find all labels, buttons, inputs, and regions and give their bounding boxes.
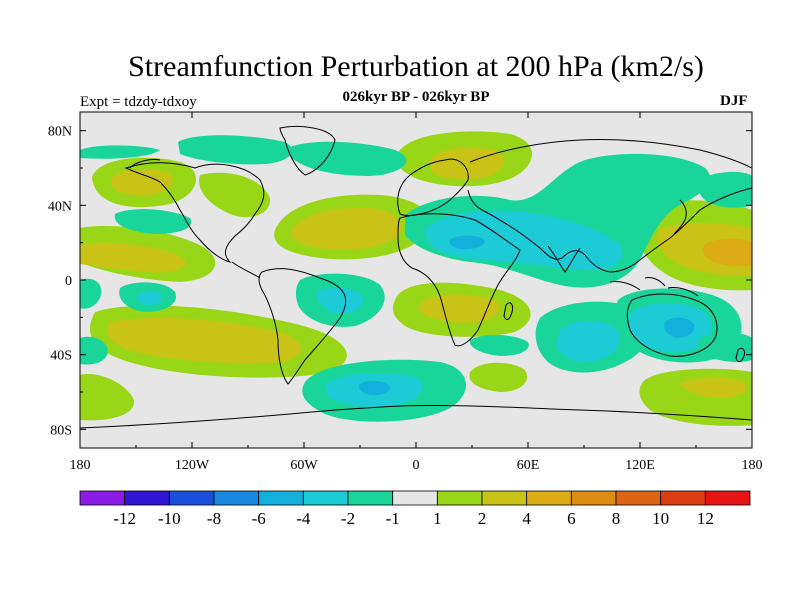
colorbar-tick-label: 12	[697, 509, 714, 528]
colorbar-swatch	[570, 490, 617, 506]
chart-subtitle: 026kyr BP - 026kyr BP	[342, 89, 490, 105]
colorbar-swatch	[526, 490, 572, 506]
contour-fill-siberia-negative	[285, 141, 407, 176]
colorbar-tick-label: 4	[522, 509, 531, 528]
colorbar-swatch	[213, 490, 260, 506]
x-tick-label: 120W	[175, 458, 210, 473]
y-tick-label: 0	[65, 274, 72, 289]
coastline-maritime-continent	[609, 277, 699, 297]
colorbar-tick-label: -12	[113, 509, 136, 528]
colorbar-tick-label: 2	[478, 509, 487, 528]
contour-fill-n-atlantic-positive-core	[291, 207, 402, 250]
coastline-australia	[626, 293, 718, 357]
x-tick-label: 180	[742, 458, 763, 473]
colorbar-swatch	[124, 490, 170, 506]
colorbar-tick-label: 6	[567, 509, 576, 528]
y-axis: 80N 40N 0 40S 80S	[48, 125, 752, 438]
x-tick-label: 0	[413, 458, 420, 473]
colorbar-tick-label: -2	[341, 509, 355, 528]
x-tick-label: 120E	[625, 458, 655, 473]
contour-fill-drake-negative	[469, 334, 529, 356]
colorbar-swatch	[79, 490, 126, 506]
colorbar-tick-label: -8	[207, 509, 221, 528]
y-tick-label: 80N	[48, 125, 72, 140]
experiment-label: Expt = tdzdy-tdxoy	[80, 94, 197, 110]
season-label: DJF	[720, 93, 748, 109]
contour-fill-nw-pacific-positive-core	[702, 238, 752, 267]
coastline-alaska	[129, 159, 161, 169]
coastline-asia	[467, 138, 752, 273]
map-panel	[79, 111, 753, 449]
contour-fill-n-pacific-positive-core	[111, 169, 173, 196]
contour-fill-pacific-east-negative	[697, 171, 752, 208]
contour-fill-scandinavia-positive-core	[430, 147, 505, 180]
contour-fill-s-indian-positive	[469, 362, 528, 392]
contour-fill-australia-negative-center	[664, 317, 695, 338]
contour-fill-arctic-negative	[80, 145, 160, 159]
coastline-central-america	[231, 261, 261, 279]
contour-fill-se-pacific-positive-core	[680, 377, 748, 398]
colorbar-tick-label: -4	[296, 509, 311, 528]
contour-fill-arabia-negative	[425, 210, 623, 271]
colorbar-swatch	[258, 490, 304, 506]
coastline-south-america	[258, 268, 347, 385]
contour-fill-far-south-negative	[698, 332, 752, 363]
colorbar-swatch	[168, 490, 215, 506]
x-tick-label: 60W	[290, 458, 318, 473]
colorbar-swatch	[392, 490, 438, 506]
colorbar-swatch	[302, 490, 349, 506]
x-tick-label: 60E	[517, 458, 540, 473]
coastline-greenland	[279, 126, 336, 176]
contour-fills	[80, 131, 752, 426]
colorbar-swatch	[481, 490, 528, 506]
contour-fill-s-ocean-west-positive	[80, 374, 135, 421]
colorbar-tick-label: 1	[433, 509, 442, 528]
contour-fill-n-america-band-positive	[199, 172, 271, 218]
y-tick-label: 80S	[50, 423, 72, 438]
coastline-north-america	[124, 162, 265, 263]
colorbar-tick-label: 10	[652, 509, 669, 528]
contour-fill-central-pacific-negative-core	[137, 291, 163, 306]
colorbar-tick-label: -1	[386, 509, 400, 528]
contour-fill-s-america-negative-core	[317, 287, 363, 314]
coastline-madagascar	[503, 302, 513, 320]
colorbar-tick-label: -10	[158, 509, 181, 528]
colorbar-swatch	[704, 490, 751, 506]
contour-fill-s-ocean-east-negative	[80, 336, 108, 365]
x-tick-label: 180	[70, 458, 91, 473]
contour-fill-arabia-negative-core	[449, 235, 485, 250]
contour-fill-s-atlantic-positive-core	[420, 294, 500, 323]
colorbar-tick-label: 8	[612, 509, 621, 528]
colorbar-swatch	[347, 490, 394, 506]
coastlines	[80, 126, 752, 429]
coastline-india	[547, 245, 581, 273]
contour-fill-greenland-negative	[178, 135, 293, 165]
x-axis: 180 120W 60W 0 60E 120E 180	[70, 112, 763, 473]
coastline-antarctica	[80, 404, 752, 429]
contour-fill-n-america-negative	[114, 209, 192, 234]
coastline-new-zealand	[735, 347, 745, 363]
coastline-africa	[397, 213, 521, 347]
colorbar-swatch	[615, 490, 662, 506]
contour-fill-tropical-pacific-positive-core	[80, 242, 186, 273]
contour-fill-s-indian-negative-core	[556, 321, 620, 363]
contour-fill-tropical-atlantic-negative	[80, 278, 102, 309]
colorbar-swatch	[436, 490, 483, 506]
y-tick-label: 40S	[50, 349, 72, 364]
colorbar-tick-label: -6	[252, 509, 266, 528]
y-tick-label: 40N	[48, 199, 72, 214]
contour-fill-s-pacific-positive-core	[107, 317, 301, 364]
coastline-japan	[673, 199, 687, 235]
contour-fill-s-atlantic-negative-center	[359, 380, 390, 396]
colorbar-swatch	[660, 490, 706, 506]
chart-title: Streamfunction Perturbation at 200 hPa (…	[128, 50, 704, 83]
colorbar: -12 -10 -8 -6 -4 -2 -1 1 2 4 6 8 10 12	[79, 490, 751, 528]
